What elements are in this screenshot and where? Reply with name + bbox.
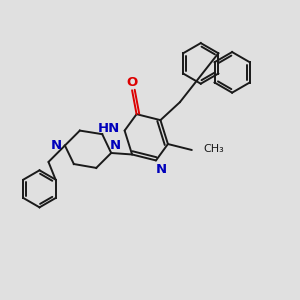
Text: N: N	[51, 139, 62, 152]
Text: N: N	[156, 163, 167, 176]
Text: N: N	[110, 139, 121, 152]
Text: O: O	[127, 76, 138, 89]
Text: CH₃: CH₃	[204, 144, 224, 154]
Text: HN: HN	[98, 122, 120, 135]
